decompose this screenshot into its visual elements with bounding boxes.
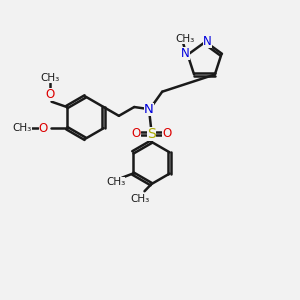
Text: S: S [147,127,156,140]
Text: CH₃: CH₃ [130,194,150,204]
Text: CH₃: CH₃ [40,73,60,83]
Text: CH₃: CH₃ [13,123,32,133]
Text: O: O [131,127,141,140]
Text: CH₃: CH₃ [175,34,194,44]
Text: CH₃: CH₃ [106,177,125,188]
Text: O: O [162,127,171,140]
Text: O: O [46,88,55,101]
Text: N: N [181,47,190,60]
Text: N: N [203,35,212,48]
Text: N: N [144,103,154,116]
Text: O: O [39,122,48,135]
